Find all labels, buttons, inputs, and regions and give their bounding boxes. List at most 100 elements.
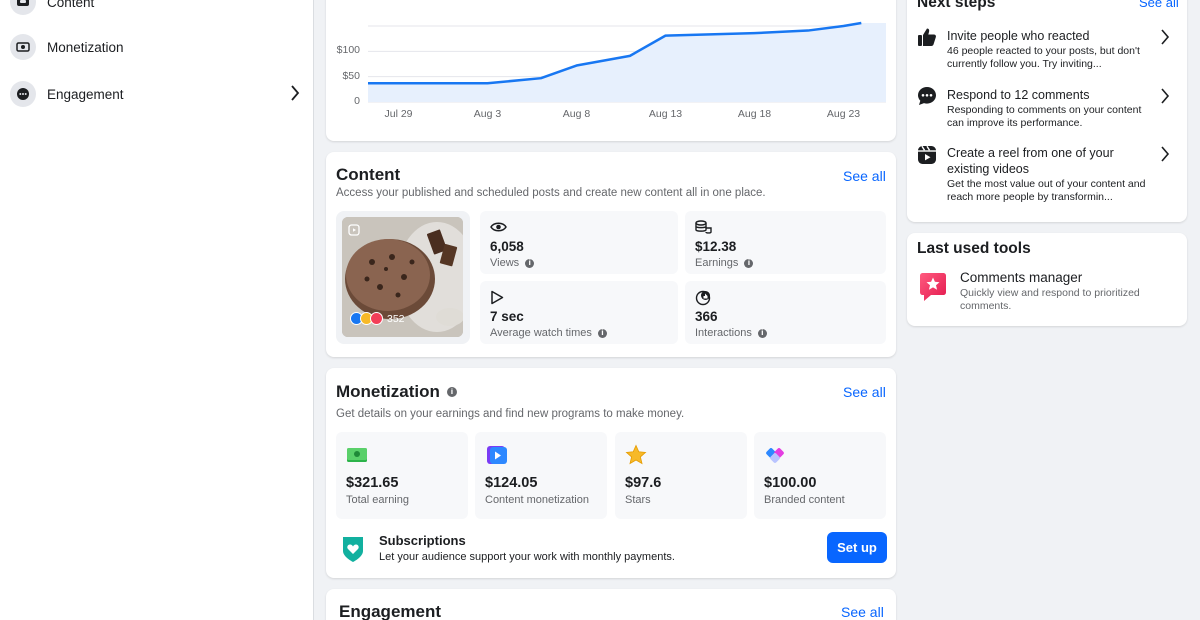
total-earning-caption: Total earning bbox=[346, 494, 409, 506]
monetization-see-all-link[interactable]: See all bbox=[843, 384, 886, 400]
views-stat-tile[interactable]: 6,058 Views i bbox=[480, 211, 678, 274]
last-used-tools-title: Last used tools bbox=[917, 240, 1031, 257]
watch-time-stat-tile[interactable]: 7 sec Average watch times i bbox=[480, 281, 678, 344]
cash-icon bbox=[346, 444, 368, 466]
content-monetization-tile[interactable]: $124.05 Content monetization bbox=[475, 432, 607, 519]
earnings-chart bbox=[368, 21, 886, 103]
engagement-card bbox=[326, 589, 896, 620]
views-value: 6,058 bbox=[490, 239, 524, 254]
post-thumbnail-frame[interactable]: 352 bbox=[336, 211, 470, 344]
content-monetization-value: $124.05 bbox=[485, 475, 538, 491]
eye-icon bbox=[490, 220, 507, 238]
content-icon bbox=[10, 0, 36, 15]
content-subtitle: Access your published and scheduled post… bbox=[336, 187, 766, 199]
next-step-title: Create a reel from one of your existing … bbox=[947, 146, 1114, 176]
engagement-see-all-link[interactable]: See all bbox=[841, 604, 884, 620]
content-see-all-link[interactable]: See all bbox=[843, 168, 886, 184]
info-icon[interactable]: i bbox=[525, 258, 535, 268]
star-icon bbox=[625, 444, 647, 466]
next-step-description: 46 people reacted to your posts, but don… bbox=[947, 45, 1140, 70]
watch-time-value: 7 sec bbox=[490, 309, 524, 324]
next-steps-title: Next steps bbox=[917, 0, 996, 11]
x-tick-label: Aug 8 bbox=[562, 108, 591, 120]
love-reaction-icon bbox=[370, 312, 383, 325]
subscriptions-icon bbox=[341, 535, 365, 568]
monetization-icon bbox=[10, 34, 36, 60]
y-tick-label: $50 bbox=[342, 69, 360, 82]
video-play-icon bbox=[485, 444, 507, 466]
chart-area-fill bbox=[368, 22, 886, 102]
last-used-tools-card bbox=[907, 233, 1187, 326]
chevron-right-icon[interactable] bbox=[1160, 146, 1170, 167]
stars-caption: Stars bbox=[625, 494, 651, 506]
sidebar: Content Monetization Engagement bbox=[0, 0, 314, 620]
content-monetization-caption: Content monetization bbox=[485, 494, 589, 506]
monetization-subtitle: Get details on your earnings and find ne… bbox=[336, 408, 685, 420]
chevron-right-icon[interactable] bbox=[1160, 88, 1170, 109]
sidebar-item-content[interactable]: Content bbox=[10, 0, 302, 22]
next-steps-see-all-link[interactable]: See all bbox=[1139, 0, 1179, 10]
info-icon[interactable]: i bbox=[744, 258, 754, 268]
reactions-summary: 352 bbox=[350, 312, 405, 325]
x-tick-label: Aug 23 bbox=[826, 108, 861, 120]
tool-comments-manager[interactable]: Comments manager Quickly view and respon… bbox=[960, 270, 1170, 313]
post-thumbnail-image: 352 bbox=[342, 217, 463, 337]
next-steps-card bbox=[907, 0, 1187, 222]
sidebar-item-label: Content bbox=[47, 0, 95, 10]
play-icon bbox=[490, 290, 504, 310]
monetization-title: Monetization i bbox=[336, 382, 457, 402]
handshake-icon bbox=[764, 444, 786, 466]
next-step-respond-comments[interactable]: Respond to 12 comments Responding to com… bbox=[917, 87, 1147, 130]
next-step-title: Invite people who reacted bbox=[947, 29, 1090, 43]
engagement-icon bbox=[10, 81, 36, 107]
x-tick-label: Jul 29 bbox=[384, 108, 413, 120]
engagement-title: Engagement bbox=[339, 602, 442, 620]
subscriptions-title: Subscriptions bbox=[379, 533, 466, 548]
earnings-chart-card bbox=[326, 0, 896, 141]
reel-icon bbox=[917, 145, 937, 165]
next-step-description: Responding to comments on your content c… bbox=[947, 104, 1142, 129]
subscriptions-description: Let your audience support your work with… bbox=[379, 551, 675, 563]
x-tick-label: Aug 18 bbox=[737, 108, 772, 120]
thumb-up-icon bbox=[695, 290, 712, 311]
interactions-stat-tile[interactable]: 366 Interactions i bbox=[685, 281, 886, 344]
earnings-stat-tile[interactable]: $12.38 Earnings i bbox=[685, 211, 886, 274]
sidebar-item-engagement[interactable]: Engagement bbox=[10, 74, 302, 114]
reactions-count: 352 bbox=[387, 312, 405, 325]
sidebar-item-monetization[interactable]: Monetization bbox=[10, 27, 302, 67]
earnings-caption: Earnings i bbox=[695, 257, 754, 269]
next-step-title: Respond to 12 comments bbox=[947, 88, 1090, 102]
total-earning-value: $321.65 bbox=[346, 475, 399, 491]
next-step-invite-reacted[interactable]: Invite people who reacted 46 people reac… bbox=[917, 28, 1147, 71]
tool-description: Quickly view and respond to prioritized … bbox=[960, 287, 1140, 312]
total-earning-tile[interactable]: $321.65 Total earning bbox=[336, 432, 468, 519]
reel-icon bbox=[348, 223, 360, 241]
interactions-value: 366 bbox=[695, 309, 718, 324]
stars-tile[interactable]: $97.6 Stars bbox=[615, 432, 747, 519]
info-icon[interactable]: i bbox=[757, 328, 767, 338]
subscriptions-setup-button[interactable]: Set up bbox=[827, 532, 887, 563]
chevron-right-icon[interactable] bbox=[1160, 29, 1170, 50]
info-icon[interactable]: i bbox=[597, 328, 607, 338]
chevron-right-icon bbox=[290, 85, 300, 106]
x-tick-label: Aug 13 bbox=[648, 108, 683, 120]
next-step-description: Get the most value out of your content a… bbox=[947, 178, 1146, 203]
y-tick-label: $100 bbox=[336, 44, 360, 57]
comments-manager-icon bbox=[919, 272, 947, 307]
tool-title: Comments manager bbox=[960, 270, 1083, 285]
watch-time-caption: Average watch times i bbox=[490, 327, 607, 339]
next-step-create-reel[interactable]: Create a reel from one of your existing … bbox=[917, 145, 1147, 204]
comment-icon bbox=[917, 86, 937, 106]
views-caption: Views i bbox=[490, 257, 535, 269]
content-title: Content bbox=[336, 165, 401, 184]
y-tick-label: 0 bbox=[354, 95, 360, 107]
info-icon[interactable]: i bbox=[446, 387, 457, 397]
x-tick-label: Aug 3 bbox=[473, 108, 502, 120]
stars-value: $97.6 bbox=[625, 475, 662, 491]
earnings-value: $12.38 bbox=[695, 239, 737, 254]
branded-content-caption: Branded content bbox=[764, 494, 845, 506]
thumbs-up-icon bbox=[917, 27, 937, 47]
branded-content-tile[interactable]: $100.00 Branded content bbox=[754, 432, 886, 519]
earnings-series-line bbox=[368, 21, 862, 85]
branded-content-value: $100.00 bbox=[764, 475, 817, 491]
